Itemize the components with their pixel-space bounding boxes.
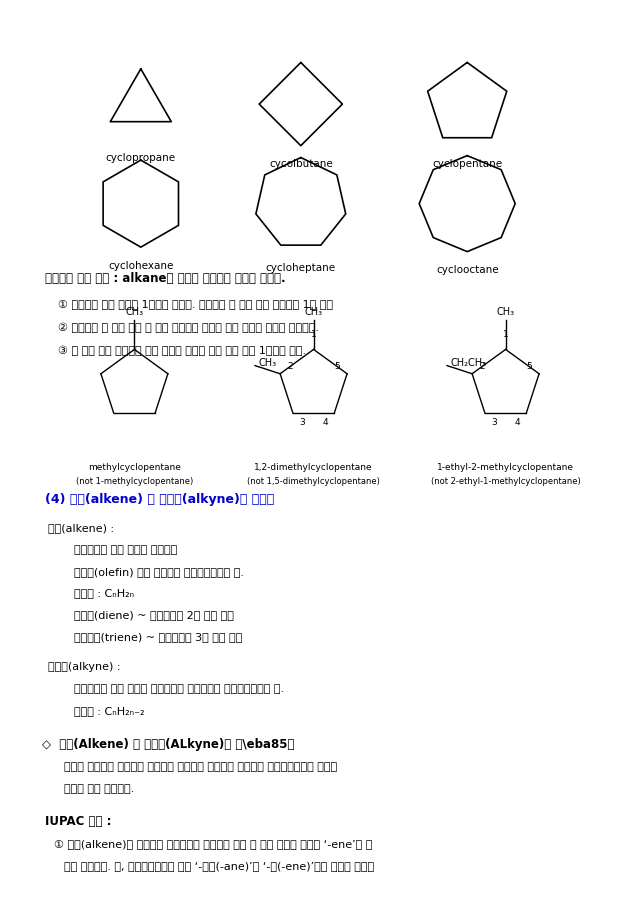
Text: 이중결합을 가진 불포화 탈화수소: 이중결합을 가진 불포화 탈화수소 <box>74 545 177 555</box>
Text: 알카인(alkyne) :: 알카인(alkyne) : <box>48 662 120 672</box>
Text: 1-ethyl-2-methylcyclopentane: 1-ethyl-2-methylcyclopentane <box>437 463 574 472</box>
Text: cyclooctane: cyclooctane <box>436 265 499 275</box>
Text: CH₃: CH₃ <box>125 307 143 317</box>
Text: 4: 4 <box>323 417 328 426</box>
Text: 알쾄과 알카인의 명명법은 알케인과 유사하여 알쾀인에 상응하는 포화탈화수소의 어니를: 알쾄과 알카인의 명명법은 알케인과 유사하여 알쾀인에 상응하는 포화탈화수소… <box>64 762 337 772</box>
Text: methylcyclopentane: methylcyclopentane <box>88 463 181 472</box>
Text: IUPAC 규칙 :: IUPAC 규칙 : <box>45 815 111 828</box>
Text: 알쾄(alkene) :: 알쾄(alkene) : <box>48 523 114 533</box>
Text: 일반식 : CₙH₂ₙ₋₂: 일반식 : CₙH₂ₙ₋₂ <box>74 706 144 716</box>
Text: 삼중결합을 가진 불포화 탈화수소로 아세틸렌계 탈화수소라고도 함.: 삼중결합을 가진 불포화 탈화수소로 아세틸렌계 탈화수소라고도 함. <box>74 684 284 694</box>
Text: 5: 5 <box>526 362 532 371</box>
Text: ③ 두 개의 다른 치환기의 경우 알파벳 순서이 먼저 오는 것을 1번으로 한다.: ③ 두 개의 다른 치환기의 경우 알파벳 순서이 먼저 오는 것을 1번으로 … <box>58 346 306 356</box>
Text: 2: 2 <box>479 362 485 371</box>
Text: (4) 알쾄(alkene) 및 알카인(alkyne)의 명명법: (4) 알쾄(alkene) 및 알카인(alkyne)의 명명법 <box>45 493 274 506</box>
Text: CH₃: CH₃ <box>305 307 323 317</box>
Text: cyclopentane: cyclopentane <box>432 159 502 169</box>
Text: 1: 1 <box>503 329 508 338</box>
Text: 4: 4 <box>515 417 520 426</box>
Text: 여서 명명된다. 즉, 포화탈화수소의 어미 ‘-에인(-ane)’을 ‘-엔(-ene)’으로 바구어 명명한: 여서 명명된다. 즉, 포화탈화수소의 어미 ‘-에인(-ane)’을 ‘-엔(… <box>64 861 374 871</box>
Text: 다음과 같이 명명한다.: 다음과 같이 명명한다. <box>64 784 134 794</box>
Text: (not 2-ethyl-1-methylcyclopentane): (not 2-ethyl-1-methylcyclopentane) <box>431 477 580 486</box>
Text: 3: 3 <box>491 417 497 426</box>
Text: 1: 1 <box>311 329 316 338</box>
Text: cycloheptane: cycloheptane <box>266 263 336 273</box>
Text: CH₃: CH₃ <box>258 357 276 367</box>
Text: 다이엔(diene) ~ 이중결합을 2개 가진 알쾄: 다이엔(diene) ~ 이중결합을 2개 가진 알쾄 <box>74 610 234 620</box>
Text: CH₂CH₃: CH₂CH₃ <box>450 357 486 367</box>
Text: (not 1,5-dimethylcyclopentane): (not 1,5-dimethylcyclopentane) <box>247 477 380 486</box>
Text: CH₃: CH₃ <box>497 307 515 317</box>
Text: 2: 2 <box>287 362 293 371</box>
Text: ① 치환기가 있는 탈소를 1번으로 정한다. 치환기가 한 개인 경우 이름앞에 1은 생략: ① 치환기가 있는 탈소를 1번으로 정한다. 치환기가 한 개인 경우 이름앞… <box>58 299 333 309</box>
Text: 일반식 : CₙH₂ₙ: 일반식 : CₙH₂ₙ <box>74 588 134 598</box>
Text: ① 알켄(alkene)의 명명법은 이중결합을 포함하는 가장 긴 골은 사슬에 접미어 ‘-ene’을 붙: ① 알켄(alkene)의 명명법은 이중결합을 포함하는 가장 긴 골은 사슬… <box>54 839 372 849</box>
Text: (not 1-methylcyclopentane): (not 1-methylcyclopentane) <box>76 477 193 486</box>
Text: 3: 3 <box>299 417 305 426</box>
Text: 치원기가 있을 경우 : alkane의 경우와 마지가지 방법을 따른다.: 치원기가 있을 경우 : alkane의 경우와 마지가지 방법을 따른다. <box>45 272 285 284</box>
Text: cyclohexane: cyclohexane <box>108 261 173 271</box>
Text: cycolbutane: cycolbutane <box>269 159 333 169</box>
Text: 올레핀(olefin) 혹은 에틸렌계 탈화수소라고도 함.: 올레핀(olefin) 혹은 에틸렌계 탈화수소라고도 함. <box>74 567 244 576</box>
Text: ② 치환기가 두 개인 경우 두 개의 치환기의 숫자가 낙은 번호가 되도록 정명한다.: ② 치환기가 두 개인 경우 두 개의 치환기의 숫자가 낙은 번호가 되도록 … <box>58 322 319 332</box>
Text: 트라이엔(triene) ~ 이중결합을 3개 가진 알쾄: 트라이엔(triene) ~ 이중결합을 3개 가진 알쾄 <box>74 632 242 642</box>
Text: ◇  알쾄(Alkene) 및 알카인(ALkyne)의 명\eba85법: ◇ 알쾄(Alkene) 및 알카인(ALkyne)의 명\eba85법 <box>42 738 294 751</box>
Text: 1,2-dimethylcyclopentane: 1,2-dimethylcyclopentane <box>254 463 373 472</box>
Text: cyclopropane: cyclopropane <box>106 153 176 163</box>
Text: 5: 5 <box>334 362 340 371</box>
